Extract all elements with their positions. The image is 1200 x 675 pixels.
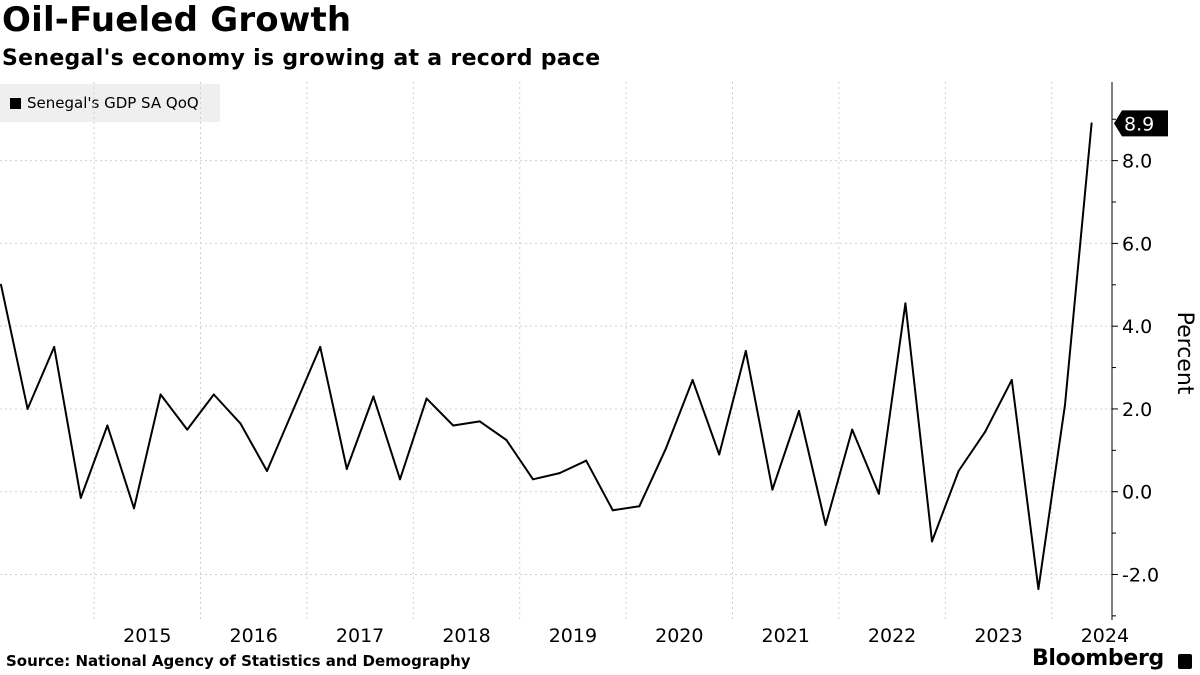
data-point [851, 428, 854, 431]
bloomberg-mark-icon [1178, 654, 1192, 669]
last-value-callout: 8.9 [1114, 110, 1168, 137]
legend-label: Senegal's GDP SA QoQ [27, 94, 199, 112]
data-point [505, 438, 508, 441]
data-point [478, 420, 481, 423]
chart-subtitle: Senegal's economy is growing at a record… [2, 46, 601, 71]
data-point [133, 507, 135, 510]
legend-swatch [10, 97, 21, 109]
last-value-badge [1114, 110, 1168, 137]
data-point [718, 453, 721, 456]
y-tick-label: 2.0 [1122, 399, 1152, 421]
gdp-series-line [0, 123, 1093, 590]
data-point [984, 430, 987, 433]
x-axis-labels: 2015 2016 2017 2018 2019 2020 2021 2022 2023 2024 [123, 625, 1129, 647]
x-tick-label: 2020 [655, 625, 703, 647]
x-tick-label: 2019 [549, 625, 597, 647]
series-line [0, 122, 1093, 590]
data-point [372, 395, 375, 398]
data-point [319, 345, 322, 348]
data-point [904, 302, 907, 305]
data-point [638, 505, 641, 508]
data-point [159, 393, 162, 396]
data-point [532, 478, 534, 481]
data-point [26, 407, 29, 410]
data-point [931, 540, 933, 543]
x-tick-label: 2016 [230, 625, 278, 647]
data-point [877, 492, 880, 495]
data-point [798, 410, 800, 413]
data-point [425, 397, 428, 400]
y-tick-label: -2.0 [1122, 564, 1159, 586]
data-point [106, 424, 109, 427]
data-point [292, 407, 295, 410]
data-point [1090, 122, 1093, 125]
data-point [691, 378, 694, 381]
data-point [212, 393, 215, 396]
x-tick-label: 2022 [868, 625, 916, 647]
data-point [1010, 378, 1013, 381]
gridlines [0, 82, 1112, 620]
data-point [665, 447, 667, 450]
x-tick-label: 2021 [762, 625, 810, 647]
x-tick-label: 2018 [442, 625, 490, 647]
data-point [957, 470, 960, 473]
y-tick-label: 0.0 [1122, 482, 1152, 504]
data-point [345, 467, 348, 470]
data-point [771, 488, 774, 491]
data-point [744, 350, 747, 352]
data-point [585, 459, 588, 462]
data-point [186, 428, 189, 431]
last-value-label: 8.9 [1124, 113, 1154, 135]
data-point [452, 424, 455, 427]
data-point [79, 496, 82, 499]
x-tick-label: 2015 [123, 625, 171, 647]
y-tick-label: 4.0 [1122, 316, 1152, 338]
legend: Senegal's GDP SA QoQ [0, 84, 220, 122]
data-point [1037, 587, 1040, 590]
data-point [558, 472, 561, 475]
x-tick-label: 2023 [974, 625, 1022, 647]
data-point [611, 509, 614, 512]
x-tick-label: 2017 [336, 625, 384, 647]
data-point [399, 478, 401, 481]
y-tick-label: 8.0 [1122, 151, 1152, 173]
source-note: Source: National Agency of Statistics an… [6, 652, 471, 670]
data-point [266, 470, 268, 473]
data-point [239, 422, 242, 425]
y-axis-label: Percent [1172, 312, 1197, 395]
data-point [824, 523, 827, 526]
data-point [1064, 403, 1066, 406]
brand-logo: Bloomberg [1031, 646, 1164, 671]
data-point [0, 283, 2, 286]
y-tick-label: 6.0 [1122, 233, 1152, 255]
y-axis: -2.0 0.0 2.0 4.0 6.0 8.0 [1111, 82, 1159, 620]
x-tick-label: 2024 [1081, 625, 1129, 647]
data-point [53, 345, 56, 348]
chart-title: Oil-Fueled Growth [2, 0, 352, 40]
